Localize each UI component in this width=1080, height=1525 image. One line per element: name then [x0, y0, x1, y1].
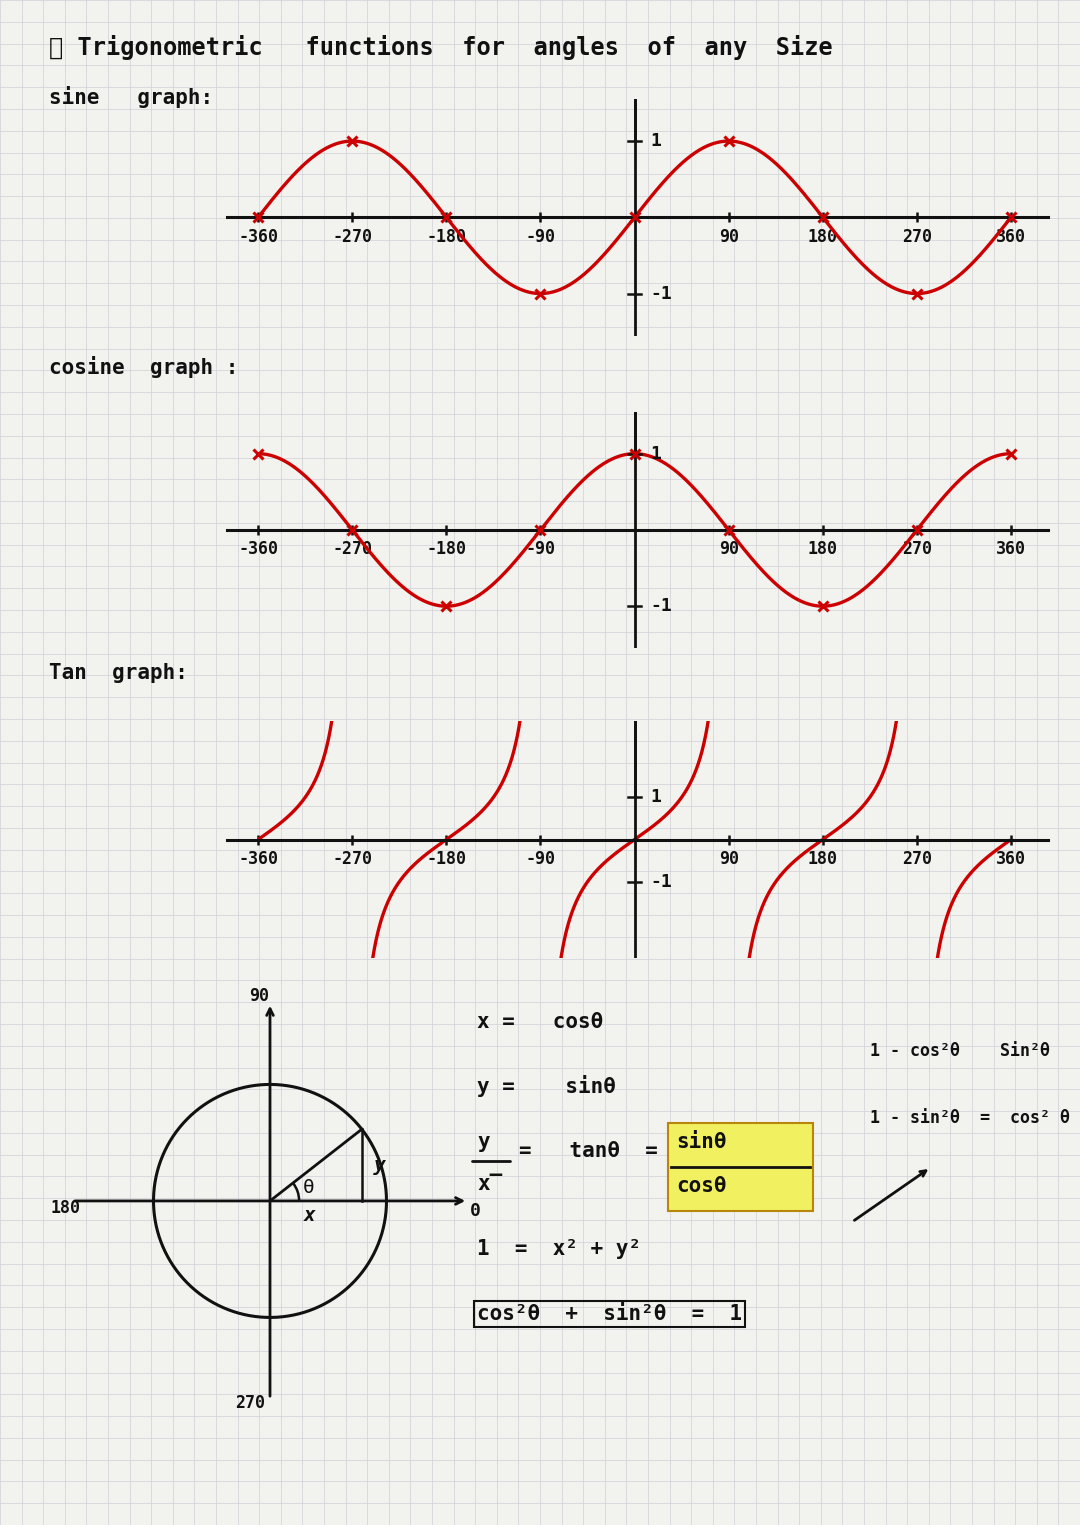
Text: -1: -1 [650, 598, 672, 615]
Text: -1: -1 [650, 872, 672, 891]
Text: 0: 0 [471, 1202, 482, 1220]
Text: Ⓢ Trigonometric   functions  for  angles  of  any  Size: Ⓢ Trigonometric functions for angles of … [49, 35, 833, 59]
FancyBboxPatch shape [667, 1124, 813, 1211]
Text: x =   cosθ: x = cosθ [477, 1013, 604, 1032]
Text: Tan  graph:: Tan graph: [49, 663, 188, 683]
Text: =   tanθ  =: = tanθ = [519, 1141, 659, 1161]
Text: 180: 180 [51, 1199, 81, 1217]
Text: y: y [374, 1156, 386, 1174]
Text: 270: 270 [235, 1394, 265, 1412]
Text: sine   graph:: sine graph: [49, 85, 213, 108]
Text: cosine  graph :: cosine graph : [49, 355, 238, 378]
Text: θ: θ [302, 1177, 314, 1197]
Text: cosθ: cosθ [677, 1176, 727, 1196]
Text: x: x [305, 1206, 316, 1225]
Text: y: y [477, 1132, 489, 1151]
Text: x̅: x̅ [477, 1174, 502, 1194]
Text: 90: 90 [249, 987, 269, 1005]
Text: cos²θ  +  sin²θ  =  1: cos²θ + sin²θ = 1 [477, 1304, 742, 1324]
Text: y =    sinθ: y = sinθ [477, 1075, 616, 1096]
Text: 1: 1 [650, 445, 661, 462]
Text: 1: 1 [650, 788, 661, 807]
Text: 1 - sin²θ  =  cos² θ: 1 - sin²θ = cos² θ [870, 1109, 1070, 1127]
Text: 1: 1 [650, 133, 661, 149]
Text: 1 - cos²θ    Sin²θ: 1 - cos²θ Sin²θ [870, 1042, 1050, 1060]
Text: -1: -1 [650, 285, 672, 302]
Text: 1  =  x² + y²: 1 = x² + y² [477, 1238, 642, 1258]
Text: sinθ: sinθ [677, 1132, 727, 1151]
